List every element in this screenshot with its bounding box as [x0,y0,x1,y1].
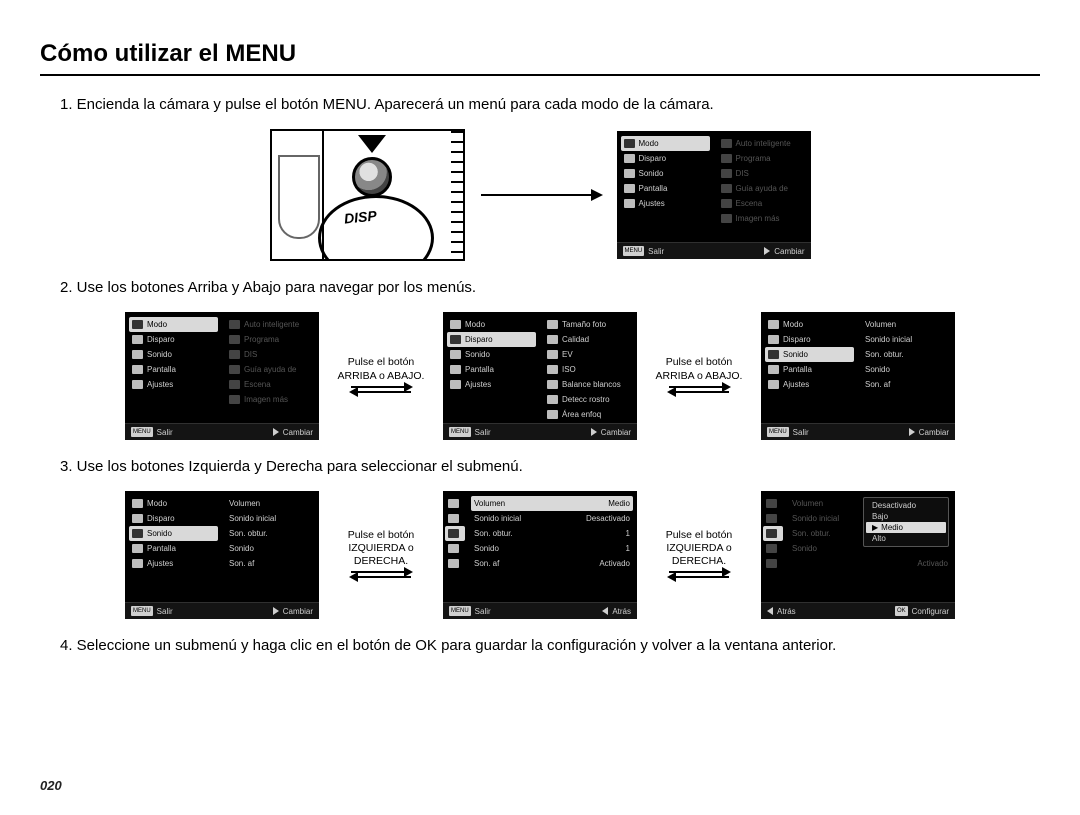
camera-icon [624,154,635,163]
option-alto[interactable]: Alto [866,533,946,544]
gear-icon [448,559,459,568]
right-tri-icon [764,247,770,255]
disp-label: DISP [343,207,377,226]
camera-illustration: DISP [270,129,465,261]
arrow-right-icon [351,386,411,388]
caption-updown-2: Pulse el botón ARRIBA o ABAJO. [653,356,745,395]
submenu-volumen[interactable]: VolumenMedio [471,496,633,511]
step-1-row: DISP Modo Disparo Sonido Pantalla Ajuste… [40,129,1040,261]
lcd-screen-modo: Modo Disparo Sonido Pantalla Ajustes Aut… [617,131,811,259]
arrow-right-icon [481,194,601,196]
lcd-step3-b: VolumenMedio Sonido inicialDesactivado S… [443,491,637,619]
menu-key-icon: MENU [623,246,645,256]
menu-item-pantalla[interactable]: Pantalla [621,181,710,196]
volume-options-popup: Desactivado Bajo ▶Medio Alto [863,497,949,547]
camera-icon [448,514,459,523]
menu-item-disparo[interactable]: Disparo [621,151,710,166]
menu-item-sonido[interactable]: Sonido [621,166,710,181]
title-rule [40,74,1040,76]
page-number: 020 [40,778,62,793]
display-icon [624,184,635,193]
display-icon [448,544,459,553]
menu-item-modo[interactable]: Modo [621,136,710,151]
lcd-step2-b: Modo Disparo Sonido Pantalla Ajustes Tam… [443,312,637,440]
manual-page: Cómo utilizar el MENU 1. Encienda la cám… [0,0,1080,815]
step-3-text: 3. Use los botones Izquierda y Derecha p… [60,458,1040,475]
option-bajo[interactable]: Bajo [866,511,946,522]
option-medio[interactable]: ▶Medio [866,522,946,533]
arrow-left-icon [351,391,411,393]
menu-item-disparo-sel[interactable]: Disparo [447,332,536,347]
step-3-row: Modo Disparo Sonido Pantalla Ajustes Vol… [40,491,1040,619]
step-4-text: 4. Seleccione un submenú y haga clic en … [60,637,1040,654]
speaker-icon [448,529,459,538]
menu-item-sonido-sel[interactable]: Sonido [765,347,854,362]
menu-item-ajustes[interactable]: Ajustes [621,196,710,211]
page-title: Cómo utilizar el MENU [40,40,1040,68]
step-2-row: Modo Disparo Sonido Pantalla Ajustes Aut… [40,312,1040,440]
caption-updown-1: Pulse el botón ARRIBA o ABAJO. [335,356,427,395]
left-tri-icon [602,607,608,615]
menu-button-icon [352,157,392,197]
lcd-step3-c: Volumen Sonido inicial Son. obtur. Sonid… [761,491,955,619]
speaker-icon [624,169,635,178]
mode-icon [624,139,635,148]
ok-key-icon: OK [895,606,908,616]
mode-icon [448,499,459,508]
lcd-step2-a: Modo Disparo Sonido Pantalla Ajustes Aut… [125,312,319,440]
gear-icon [624,199,635,208]
lcd-step2-c: Modo Disparo Sonido Pantalla Ajustes Vol… [761,312,955,440]
option-desactivado[interactable]: Desactivado [866,500,946,511]
caption-leftright-1: Pulse el botón IZQUIERDA o DERECHA. [335,529,427,581]
caption-leftright-2: Pulse el botón IZQUIERDA o DERECHA. [653,529,745,581]
lcd-step3-a: Modo Disparo Sonido Pantalla Ajustes Vol… [125,491,319,619]
step-1-text: 1. Encienda la cámara y pulse el botón M… [60,96,1040,113]
press-arrow-icon [358,135,386,153]
step-2-text: 2. Use los botones Arriba y Abajo para n… [60,279,1040,296]
